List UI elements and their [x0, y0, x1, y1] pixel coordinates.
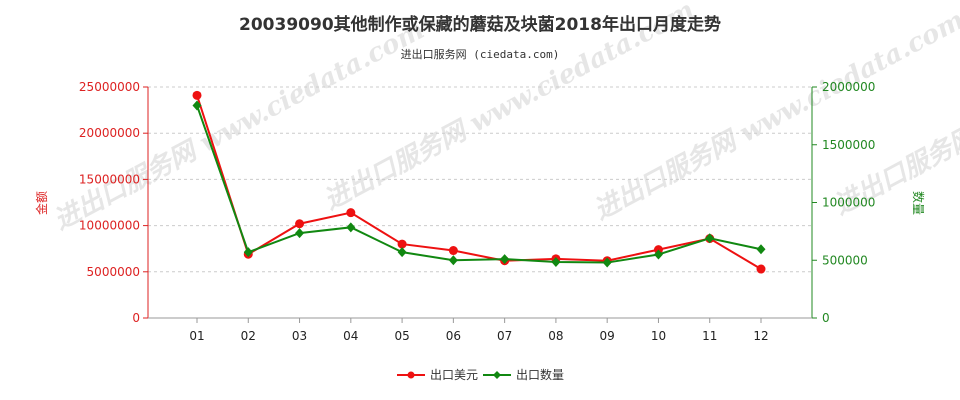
series-layer — [192, 90, 766, 274]
left-tick-label: 0 — [132, 311, 140, 325]
right-axis-label: 数量 — [911, 191, 926, 215]
data-point[interactable] — [346, 208, 356, 218]
x-axis-ticks: 01 02 03 04 05 06 07 08 09 10 11 12 — [189, 318, 769, 343]
x-tick-label: 01 — [189, 329, 204, 343]
data-point[interactable] — [448, 255, 458, 266]
right-tick-label: 1500000 — [822, 138, 875, 152]
data-point[interactable] — [295, 219, 305, 229]
legend: 出口美元 出口数量 — [397, 367, 564, 382]
data-point[interactable] — [500, 254, 510, 265]
x-tick-label: 12 — [753, 329, 768, 343]
legend-label-series-1: 出口美元 — [430, 368, 478, 382]
data-point[interactable] — [705, 233, 715, 244]
data-point[interactable] — [602, 257, 612, 268]
left-tick-label: 5000000 — [87, 265, 140, 279]
data-point[interactable] — [756, 264, 766, 274]
data-point[interactable] — [346, 222, 356, 233]
series-line-1 — [196, 95, 762, 270]
data-point[interactable] — [397, 239, 407, 249]
right-tick-label: 2000000 — [822, 80, 875, 94]
data-point[interactable] — [756, 244, 766, 255]
series-2 — [192, 100, 766, 268]
data-point[interactable] — [551, 256, 561, 267]
left-tick-label: 15000000 — [79, 172, 140, 186]
x-tick-label: 11 — [702, 329, 717, 343]
x-tick-label: 02 — [241, 329, 256, 343]
legend-label-series-2: 出口数量 — [516, 367, 564, 382]
x-tick-label: 10 — [651, 329, 666, 343]
x-tick-label: 03 — [292, 329, 307, 343]
right-tick-label: 1000000 — [822, 196, 875, 210]
x-tick-label: 08 — [548, 329, 563, 343]
legend-item-series-2[interactable]: 出口数量 — [483, 367, 564, 382]
left-axis-label: 金额 — [34, 191, 49, 215]
left-tick-label: 20000000 — [79, 126, 140, 140]
data-point[interactable] — [192, 100, 202, 111]
data-point[interactable] — [192, 90, 202, 100]
left-tick-label: 10000000 — [79, 219, 140, 233]
chart-title: 20039090其他制作或保藏的蘑菇及块菌2018年出口月度走势 — [239, 14, 721, 35]
x-tick-label: 04 — [343, 329, 358, 343]
grid-lines — [148, 86, 812, 273]
data-point[interactable] — [653, 249, 663, 260]
series-line-2 — [196, 105, 762, 264]
x-tick-label: 06 — [446, 329, 461, 343]
left-tick-label: 25000000 — [79, 80, 140, 94]
data-point[interactable] — [243, 247, 253, 258]
x-tick-label: 09 — [600, 329, 615, 343]
legend-item-series-1[interactable]: 出口美元 — [397, 368, 478, 382]
x-tick-label: 07 — [497, 329, 512, 343]
right-tick-label: 500000 — [822, 253, 868, 267]
right-axis-ticks: 0 500000 1000000 1500000 2000000 — [812, 80, 875, 325]
data-point[interactable] — [448, 246, 458, 256]
data-point[interactable] — [295, 228, 305, 239]
left-axis-ticks: 0 5000000 10000000 15000000 20000000 25000000 — [79, 80, 148, 325]
right-tick-label: 0 — [822, 311, 830, 325]
x-tick-label: 05 — [394, 329, 409, 343]
data-point[interactable] — [397, 247, 407, 258]
chart-subtitle: 进出口服务网 (ciedata.com) — [401, 47, 560, 61]
